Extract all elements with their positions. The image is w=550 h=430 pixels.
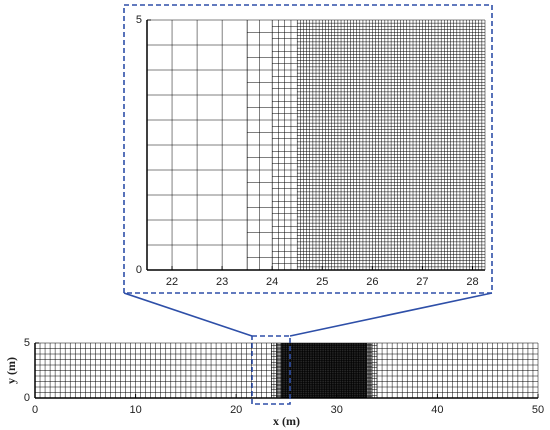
x-axis-label: x (m): [273, 414, 300, 428]
x-tick-label: 23: [216, 276, 228, 288]
x-tick-label: 40: [431, 404, 443, 416]
y-tick-label: 0: [136, 264, 142, 276]
x-tick-label: 30: [331, 404, 343, 416]
x-tick-label: 27: [416, 276, 428, 288]
y-tick-label: 0: [24, 392, 30, 404]
x-tick-label: 24: [266, 276, 278, 288]
x-tick-label: 20: [230, 404, 242, 416]
y-axis-label: y (m): [4, 357, 18, 384]
mesh: [146, 19, 486, 271]
y-tick-label: 5: [136, 14, 142, 26]
zoom-frame: [123, 4, 493, 294]
zoom-region: [251, 335, 291, 405]
x-tick-label: 0: [32, 404, 38, 416]
x-tick-label: 25: [316, 276, 328, 288]
x-tick-label: 22: [166, 276, 178, 288]
y-tick-label: 5: [24, 337, 30, 349]
mesh: [34, 342, 539, 399]
x-tick-label: 50: [532, 404, 544, 416]
x-tick-label: 10: [129, 404, 141, 416]
zoom-connector: [123, 292, 253, 337]
x-tick-label: 28: [466, 276, 478, 288]
x-tick-label: 26: [366, 276, 378, 288]
zoom-connector: [289, 292, 493, 337]
